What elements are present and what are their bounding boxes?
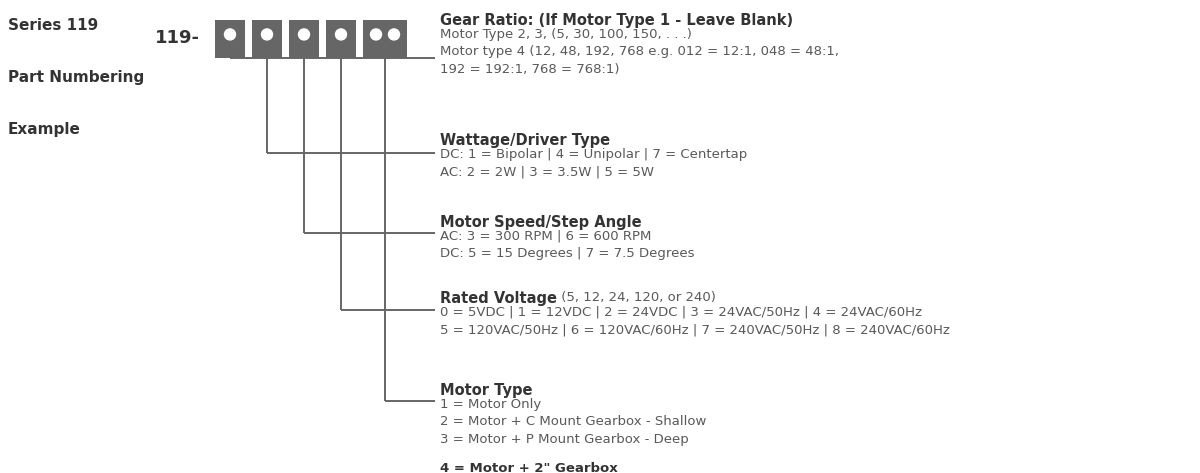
Text: Motor Type 2, 3, (5, 30, 100, 150, . . .)
Motor type 4 (12, 48, 192, 768 e.g. 01: Motor Type 2, 3, (5, 30, 100, 150, . . .… <box>440 28 839 76</box>
FancyBboxPatch shape <box>215 20 245 58</box>
Text: 4 = Motor + 2" Gearbox: 4 = Motor + 2" Gearbox <box>440 462 618 473</box>
Text: DC: 1 = Bipolar | 4 = Unipolar | 7 = Centertap
AC: 2 = 2W | 3 = 3.5W | 5 = 5W: DC: 1 = Bipolar | 4 = Unipolar | 7 = Cen… <box>440 148 748 178</box>
FancyBboxPatch shape <box>289 20 319 58</box>
Text: Series 119: Series 119 <box>8 18 98 33</box>
FancyBboxPatch shape <box>364 20 407 58</box>
FancyBboxPatch shape <box>252 20 282 58</box>
Text: Gear Ratio: (If Motor Type 1 - Leave Blank): Gear Ratio: (If Motor Type 1 - Leave Bla… <box>440 13 793 28</box>
Text: AC: 3 = 300 RPM | 6 = 600 RPM
DC: 5 = 15 Degrees | 7 = 7.5 Degrees: AC: 3 = 300 RPM | 6 = 600 RPM DC: 5 = 15… <box>440 230 695 260</box>
Text: 1 = Motor Only
2 = Motor + C Mount Gearbox - Shallow
3 = Motor + P Mount Gearbox: 1 = Motor Only 2 = Motor + C Mount Gearb… <box>440 398 707 446</box>
Text: 119-: 119- <box>155 29 200 47</box>
Circle shape <box>299 29 310 40</box>
Text: Part Numbering: Part Numbering <box>8 70 144 85</box>
Text: Example: Example <box>8 122 80 137</box>
Circle shape <box>224 29 235 40</box>
Text: 0 = 5VDC | 1 = 12VDC | 2 = 24VDC | 3 = 24VAC/50Hz | 4 = 24VAC/60Hz
5 = 120VAC/50: 0 = 5VDC | 1 = 12VDC | 2 = 24VDC | 3 = 2… <box>440 306 950 336</box>
Circle shape <box>389 29 400 40</box>
Text: Rated Voltage: Rated Voltage <box>440 291 557 306</box>
Text: Motor Speed/Step Angle: Motor Speed/Step Angle <box>440 215 642 230</box>
Circle shape <box>371 29 382 40</box>
Text: Wattage/Driver Type: Wattage/Driver Type <box>440 133 610 148</box>
FancyBboxPatch shape <box>326 20 356 58</box>
Text: (5, 12, 24, 120, or 240): (5, 12, 24, 120, or 240) <box>557 291 716 304</box>
Circle shape <box>262 29 272 40</box>
Text: Motor Type: Motor Type <box>440 383 533 398</box>
Circle shape <box>336 29 347 40</box>
